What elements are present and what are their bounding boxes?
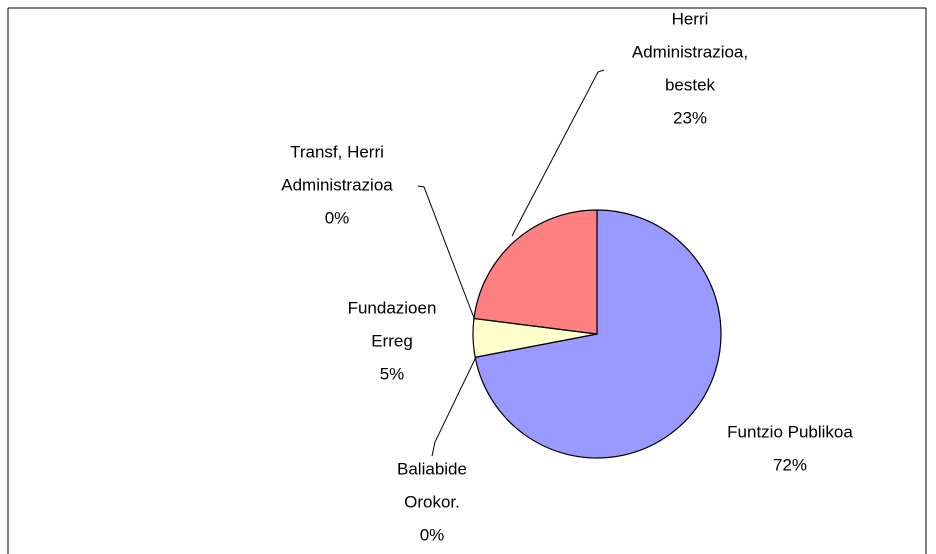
slice-value-label: 23% bbox=[673, 108, 707, 127]
slice-label-line: Erreg bbox=[371, 331, 413, 350]
slice-label-line: Herri bbox=[672, 9, 709, 28]
slice-label: Funtzio Publikoa 72% bbox=[727, 422, 853, 474]
slice-label: Baliabide Orokor. 0% bbox=[397, 459, 467, 544]
slice-value-label: 5% bbox=[380, 364, 405, 383]
slice-label-line: Funtzio Publikoa bbox=[727, 422, 853, 441]
leader-line bbox=[417, 185, 475, 319]
slice-label-line: Administrazioa, bbox=[632, 42, 748, 61]
slice-label-line: Fundazioen bbox=[348, 298, 437, 317]
slice-label: Transf, Herri Administrazioa 0% bbox=[281, 142, 393, 227]
slice-label-line: Transf, Herri bbox=[290, 142, 384, 161]
leader-line bbox=[431, 356, 477, 457]
pie-slice bbox=[473, 209, 598, 335]
slice-label: Herri Administrazioa, bestek 23% bbox=[632, 9, 748, 127]
slice-label-line: Baliabide bbox=[397, 459, 467, 478]
pie-slice bbox=[474, 209, 722, 459]
slice-value-label: 0% bbox=[325, 208, 350, 227]
slice-label-line: bestek bbox=[665, 75, 716, 94]
slice-value-label: 72% bbox=[773, 455, 807, 474]
leader-line bbox=[511, 69, 605, 237]
slice-value-label: 0% bbox=[420, 525, 445, 544]
slice-label: Fundazioen Erreg 5% bbox=[348, 298, 437, 383]
slice-label-line: Orokor. bbox=[404, 492, 460, 511]
slice-label-line: Administrazioa bbox=[281, 175, 393, 194]
